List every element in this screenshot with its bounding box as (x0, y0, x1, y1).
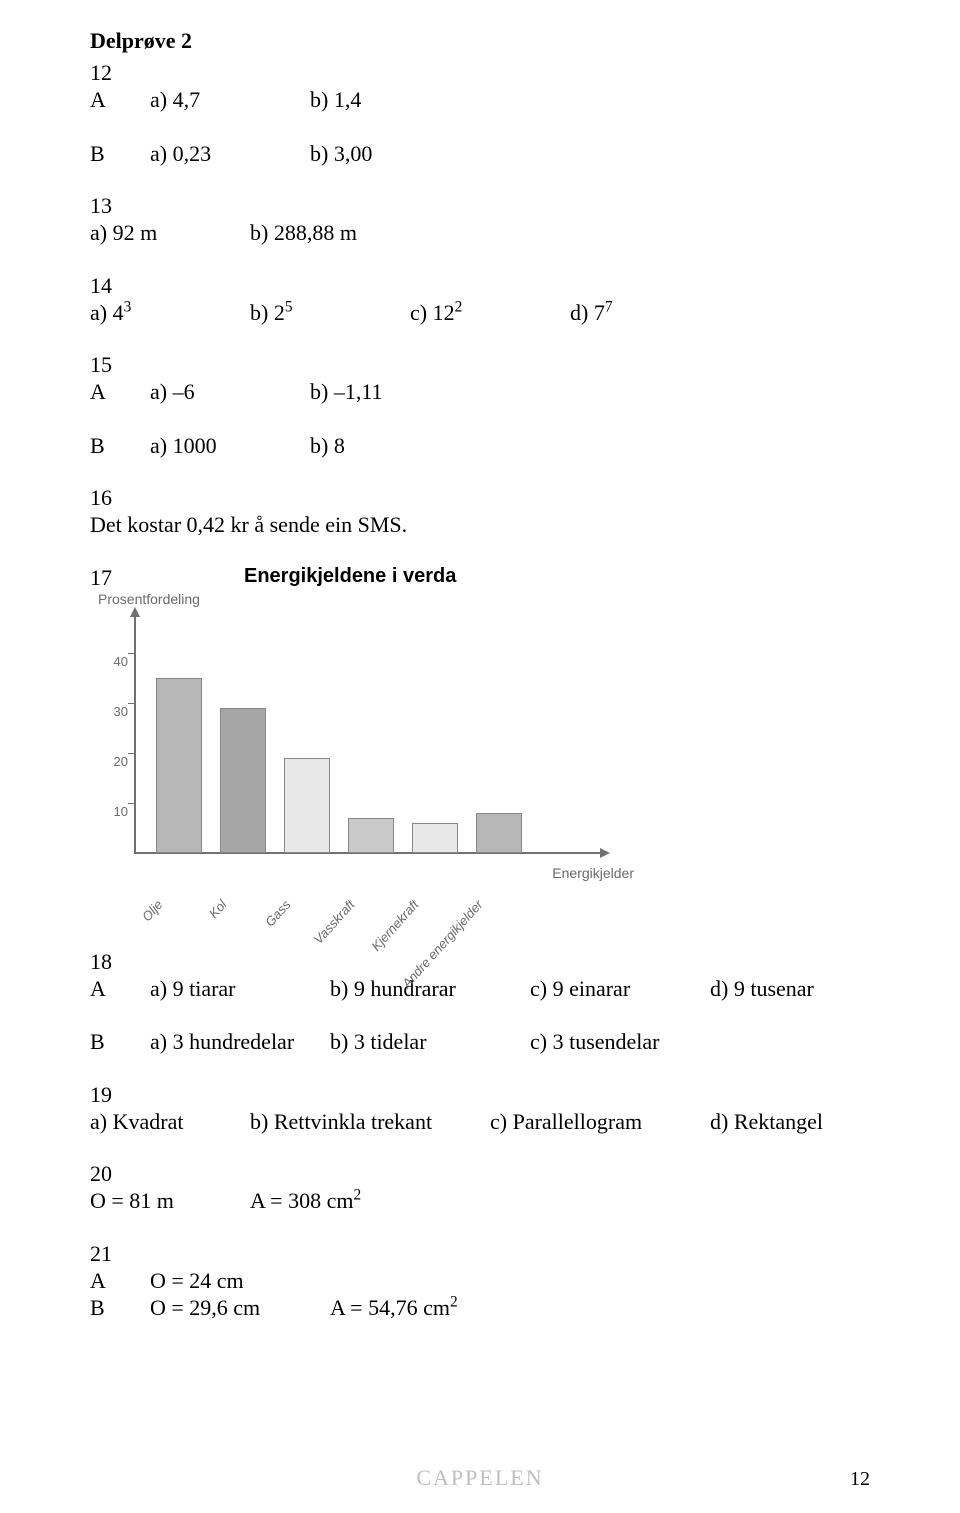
q19-row: a) Kvadrat b) Rettvinkla trekant c) Para… (90, 1108, 870, 1136)
ytick (128, 753, 134, 755)
q19-num: 19 (90, 1082, 870, 1108)
chart-bar (476, 813, 522, 853)
q21-num: 21 (90, 1241, 870, 1267)
q13-b: b) 288,88 m (250, 219, 357, 247)
q18-num: 18 (90, 949, 870, 975)
heading: Delprøve 2 (90, 28, 870, 54)
ytick (128, 803, 134, 805)
q15-B-label: B (90, 432, 150, 460)
q19-b: b) Rettvinkla trekant (250, 1108, 490, 1136)
q21-B-label: B (90, 1294, 150, 1322)
q15-B-a: a) 1000 (150, 432, 310, 460)
q13-row: a) 92 m b) 288,88 m (90, 219, 870, 247)
q18-B-label: B (90, 1028, 150, 1056)
chart-category-labels: OljeKolGassVasskraftKjernekraftAndre ene… (134, 858, 634, 938)
q21-A-o: O = 24 cm (150, 1267, 244, 1295)
q14-b: b) 25 (250, 299, 410, 327)
q21-B-row: B O = 29,6 cm A = 54,76 cm2 (90, 1294, 870, 1322)
q21-B-o: O = 29,6 cm (150, 1294, 330, 1322)
q15-B-b: b) 8 (310, 432, 345, 460)
q16-text: Det kostar 0,42 kr å sende ein SMS. (90, 511, 870, 539)
q13-num: 13 (90, 193, 870, 219)
page: Delprøve 2 12 A a) 4,7 b) 1,4 B a) 0,23 … (0, 0, 960, 1513)
q18-A-a: a) 9 tiarar (150, 975, 330, 1003)
q15-A-row: A a) –6 b) –1,11 (90, 378, 870, 406)
q12-B-b: b) 3,00 (310, 140, 372, 168)
energy-chart: Energikjeldene i verda Prosentfordeling … (84, 565, 674, 945)
chart-bar (156, 678, 202, 853)
chart-category-label: Olje (139, 896, 166, 923)
q12-num: 12 (90, 60, 870, 86)
q14-d: d) 77 (570, 299, 613, 327)
q14-c: c) 122 (410, 299, 570, 327)
ytick (128, 653, 134, 655)
q13-a: a) 92 m (90, 219, 250, 247)
q12-B-label: B (90, 140, 150, 168)
chart-bar (284, 758, 330, 853)
q12-A-row: A a) 4,7 b) 1,4 (90, 86, 870, 114)
q15-A-a: a) –6 (150, 378, 310, 406)
chart-bar (412, 823, 458, 853)
footer-brand: CAPPELEN (0, 1465, 960, 1491)
q19-d: d) Rektangel (710, 1108, 823, 1136)
ytick (128, 703, 134, 705)
arrow-up-icon (130, 607, 140, 617)
q14-row: a) 43 b) 25 c) 122 d) 77 (90, 299, 870, 327)
q21-B-a: A = 54,76 cm2 (330, 1294, 458, 1322)
q12-B-a: a) 0,23 (150, 140, 310, 168)
q16-num: 16 (90, 485, 870, 511)
q12-A-b: b) 1,4 (310, 86, 361, 114)
page-number: 12 (850, 1468, 870, 1491)
chart-plot: 10203040 (134, 609, 634, 854)
q18-A-b: b) 9 hundrarar (330, 975, 530, 1003)
q18-B-c: c) 3 tusendelar (530, 1028, 660, 1056)
q12-A-label: A (90, 86, 150, 114)
chart-ylabel: Prosentfordeling (98, 591, 200, 607)
q18-B-b: b) 3 tidelar (330, 1028, 530, 1056)
q14-num: 14 (90, 273, 870, 299)
chart-bar (348, 818, 394, 853)
q15-B-row: B a) 1000 b) 8 (90, 432, 870, 460)
q20-num: 20 (90, 1161, 870, 1187)
q15-num: 15 (90, 352, 870, 378)
chart-category-label: Kol (206, 896, 230, 920)
q20-a: A = 308 cm2 (250, 1187, 361, 1215)
chart-title: Energikjeldene i verda (244, 565, 456, 588)
q12-B-row: B a) 0,23 b) 3,00 (90, 140, 870, 168)
q18-A-c: c) 9 einarar (530, 975, 710, 1003)
q20-o: O = 81 m (90, 1187, 250, 1215)
q19-c: c) Parallellogram (490, 1108, 710, 1136)
q14-a: a) 43 (90, 299, 250, 327)
chart-bar (220, 708, 266, 853)
q18-A-row: A a) 9 tiarar b) 9 hundrarar c) 9 einara… (90, 975, 870, 1003)
q19-a: a) Kvadrat (90, 1108, 250, 1136)
q15-A-b: b) –1,11 (310, 378, 383, 406)
q18-B-a: a) 3 hundredelar (150, 1028, 330, 1056)
chart-category-label: Kjernekraft (368, 896, 421, 953)
q15-A-label: A (90, 378, 150, 406)
q21-A-label: A (90, 1267, 150, 1295)
q18-B-row: B a) 3 hundredelar b) 3 tidelar c) 3 tus… (90, 1028, 870, 1056)
q20-row: O = 81 m A = 308 cm2 (90, 1187, 870, 1215)
q21-A-row: A O = 24 cm (90, 1267, 870, 1295)
chart-category-label: Vasskraft (310, 896, 357, 946)
q18-A-label: A (90, 975, 150, 1003)
arrow-right-icon (600, 848, 610, 858)
chart-category-label: Gass (262, 896, 293, 929)
q12-A-a: a) 4,7 (150, 86, 310, 114)
q18-A-d: d) 9 tusenar (710, 975, 814, 1003)
y-axis (134, 614, 136, 854)
